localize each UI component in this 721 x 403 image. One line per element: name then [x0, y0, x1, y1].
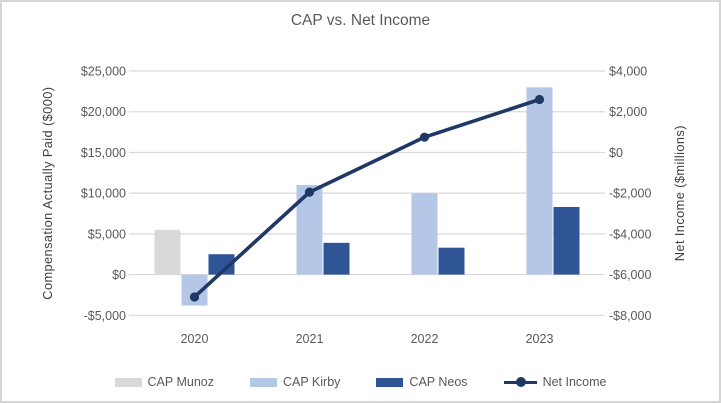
bar: [411, 193, 438, 275]
left-axis-tick-label: $15,000: [81, 146, 126, 160]
right-axis-title: Net Income ($millions): [672, 125, 687, 261]
right-axis-tick-label: $0: [609, 146, 623, 160]
x-axis-label: 2021: [296, 332, 324, 346]
bar: [438, 247, 465, 275]
legend-item-net-income: Net Income: [503, 375, 607, 389]
line-marker: [189, 292, 200, 302]
net-income-line: [192, 97, 542, 299]
gridlines: [129, 70, 605, 316]
line-marker: [304, 187, 315, 197]
left-axis-tick-label: $10,000: [81, 187, 126, 201]
legend-swatch: [249, 377, 277, 387]
left-axis-tick-label: $20,000: [81, 105, 126, 119]
bar-series: [154, 87, 580, 306]
right-axis-tick-label: -$8,000: [609, 309, 651, 323]
right-axis-tick-labels: $4,000 $2,000 $0 -$2,000 -$4,000 -$6,000 -$8,0…: [609, 65, 651, 323]
bar-series-cap-neos: [208, 206, 580, 275]
right-axis-tick-label: -$6,000: [609, 268, 651, 282]
legend-label: CAP Kirby: [282, 375, 341, 389]
left-axis-title: Compensation Actually Paid ($000): [40, 87, 55, 300]
left-axis-tick-label: -$5,000: [84, 309, 126, 323]
legend-label: CAP Munoz: [147, 375, 214, 389]
bar-series-cap-kirby: [181, 87, 553, 306]
line-series-net-income: [189, 94, 545, 302]
right-axis-tick-label: $2,000: [609, 105, 647, 119]
chart-title: CAP vs. Net Income: [290, 12, 431, 29]
left-axis-tick-label: $0: [112, 268, 126, 282]
x-axis-label: 2023: [526, 332, 554, 346]
legend-label: Net Income: [542, 375, 607, 389]
legend-swatch: [114, 377, 142, 387]
x-axis-label: 2020: [181, 332, 209, 346]
bar: [208, 254, 235, 275]
line-marker: [419, 132, 430, 142]
right-axis-tick-label: -$4,000: [609, 227, 651, 241]
left-axis-tick-label: $25,000: [81, 65, 126, 79]
legend-item-cap-munoz: CAP Munoz: [114, 375, 214, 389]
bar: [154, 229, 181, 275]
left-axis-tick-label: $5,000: [88, 227, 126, 241]
legend-item-cap-neos: CAP Neos: [376, 375, 468, 389]
left-axis-tick-labels: $25,000 $20,000 $15,000 $10,000 $5,000 $0 -$5,…: [81, 65, 126, 323]
right-axis-tick-label: $4,000: [609, 65, 647, 79]
legend-line-swatch: [503, 377, 537, 387]
line-marker: [534, 94, 545, 105]
x-axis-label: 2022: [411, 332, 439, 346]
right-axis-tick-label: -$2,000: [609, 187, 651, 201]
legend-label: CAP Neos: [409, 375, 468, 389]
chart-legend: CAP Munoz CAP Kirby CAP Neos Net Income: [2, 375, 719, 389]
legend-swatch: [376, 377, 404, 387]
bar: [323, 242, 350, 275]
bar: [526, 87, 553, 275]
bar-series-cap-munoz: [154, 229, 181, 275]
legend-item-cap-kirby: CAP Kirby: [249, 375, 341, 389]
x-axis-labels: 2020 2021 2022 2023: [181, 332, 554, 346]
bar: [553, 206, 580, 275]
